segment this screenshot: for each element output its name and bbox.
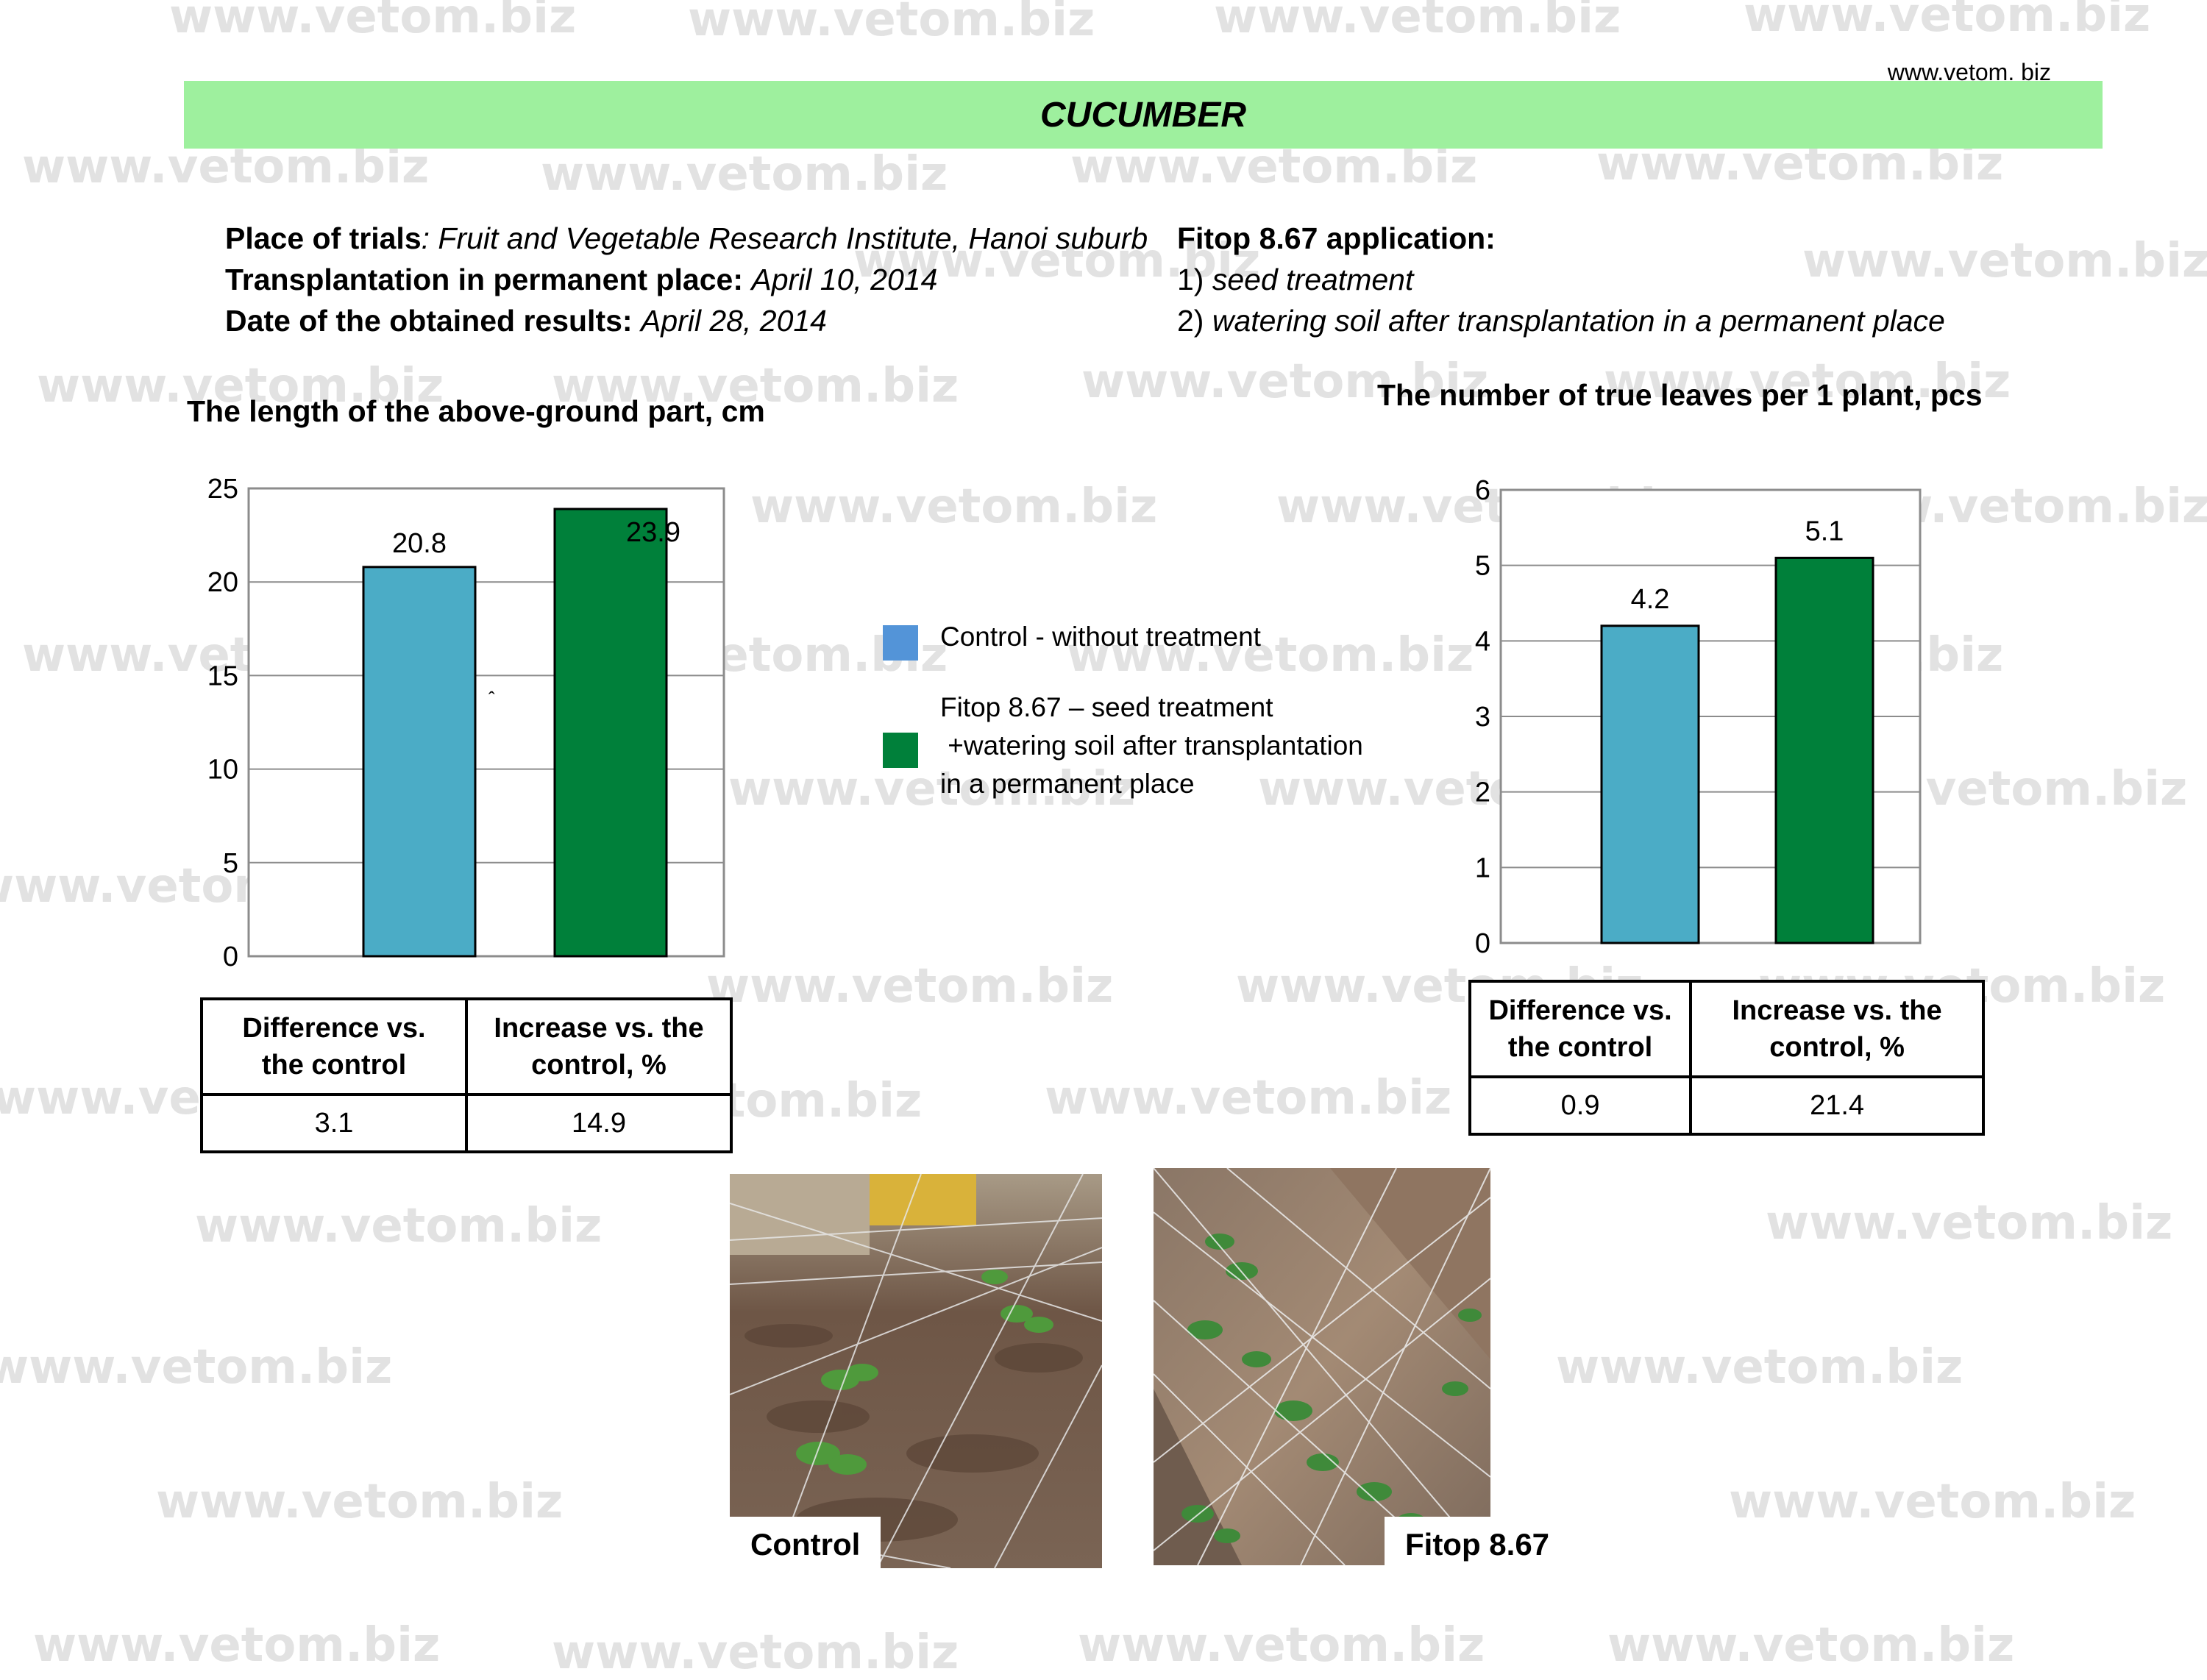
y-tick-label: 2	[1475, 777, 1490, 808]
table-header-row: Difference vs. the control Increase vs. t…	[200, 997, 733, 1096]
y-tick-label: 5	[1475, 551, 1490, 582]
table-header-increase: Increase vs. the control, %	[465, 997, 733, 1096]
control-photo-image	[730, 1174, 1102, 1568]
y-tick-label: 20	[207, 567, 238, 598]
page-title: CUCUMBER	[1040, 95, 1246, 135]
table-header-row: Difference vs. the control Increase vs. t…	[1468, 980, 1985, 1078]
fitop-photo-label: Fitop 8.67	[1385, 1517, 1571, 1573]
results-row: Date of the obtained results: April 28, …	[225, 300, 1152, 341]
place-value: : Fruit and Vegetable Research Institute…	[421, 221, 1148, 255]
legend-item-fitop: Fitop 8.67 – seed treatment +watering so…	[883, 688, 1363, 803]
difference-table-2: Difference vs. the control Increase vs. t…	[1468, 980, 1985, 1136]
y-tick-label: 0	[1475, 928, 1490, 959]
watermark: www.vetom.biz	[688, 0, 1095, 47]
control-photo-label: Control	[730, 1517, 881, 1573]
watermark: www.vetom.biz	[1607, 1618, 2015, 1673]
y-tick-label: 25	[207, 474, 238, 505]
table-cell-increase: 21.4	[1689, 1075, 1985, 1136]
table-row: 3.1 14.9	[200, 1093, 733, 1153]
table-header-difference: Difference vs. the control	[200, 997, 468, 1096]
bar	[362, 566, 477, 958]
watermark: www.vetom.biz	[33, 1618, 441, 1673]
watermark: www.vetom.biz	[1045, 1071, 1452, 1125]
legend-swatch-fitop	[883, 733, 918, 768]
legend-label-control: Control - without treatment	[940, 622, 1261, 652]
application-step-1: 1) seed treatment	[1177, 263, 1414, 296]
legend-label-fitop: Fitop 8.67 – seed treatment +watering so…	[940, 692, 1363, 799]
watermark: www.vetom.biz	[1556, 1340, 1963, 1395]
table-row: 0.9 21.4	[1468, 1075, 1985, 1136]
application-title: Fitop 8.67 application:	[1177, 221, 1496, 255]
data-label: 20.8	[392, 528, 447, 559]
trial-info: Place of trials: Fruit and Vegetable Res…	[225, 218, 1152, 341]
title-banner: CUCUMBER	[184, 81, 2103, 149]
table-header-increase: Increase vs. the control, %	[1689, 980, 1985, 1078]
data-label: 4.2	[1631, 584, 1670, 615]
table-cell-increase: 14.9	[465, 1093, 733, 1153]
watermark: www.vetom.biz	[706, 959, 1114, 1014]
watermark: www.vetom.biz	[1744, 0, 2151, 43]
watermark: www.vetom.biz	[541, 147, 948, 202]
y-tick-label: 3	[1475, 702, 1490, 733]
fitop-photo	[1154, 1168, 1490, 1565]
y-tick-label: 10	[207, 755, 238, 786]
watermark: www.vetom.biz	[1078, 1618, 1485, 1673]
watermark: www.vetom.biz	[156, 1475, 564, 1529]
bar	[553, 508, 668, 958]
watermark: www.vetom.biz	[195, 1199, 603, 1253]
chart-1: 0 5 10 15 20 25 20.8 23.9	[207, 474, 725, 972]
watermark: www.vetom.biz	[0, 1340, 393, 1395]
legend-item-control: Control - without treatment	[883, 618, 1261, 661]
watermark: www.vetom.biz	[552, 1626, 959, 1680]
watermark: www.vetom.biz	[169, 0, 577, 44]
y-tick-label: 5	[223, 848, 238, 879]
chart-1-title: The length of the above-ground part, cm	[187, 394, 765, 428]
transplant-row: Transplantation in permanent place: Apri…	[225, 259, 1152, 300]
y-tick-label: 1	[1475, 853, 1490, 883]
difference-table-1: Difference vs. the control Increase vs. t…	[200, 997, 733, 1153]
application-step-2: 2) watering soil after transplantation i…	[1177, 304, 1945, 338]
table-cell-difference: 3.1	[200, 1093, 468, 1153]
watermark: www.vetom.biz	[750, 480, 1158, 534]
table-cell-difference: 0.9	[1468, 1075, 1693, 1136]
legend-swatch-control	[883, 625, 918, 661]
place-row: Place of trials: Fruit and Vegetable Res…	[225, 218, 1152, 259]
y-tick-label: 6	[1475, 475, 1490, 506]
control-photo	[730, 1174, 1102, 1568]
watermark: www.vetom.biz	[1729, 1475, 2136, 1529]
transplant-value: April 10, 2014	[751, 263, 938, 296]
bar	[1774, 556, 1874, 944]
chart-2-title: The number of true leaves per 1 plant, p…	[1377, 378, 1983, 412]
transplant-label: Transplantation in permanent place:	[225, 263, 743, 296]
watermark: www.vetom.biz	[1766, 1196, 2173, 1250]
y-tick-label: 0	[223, 942, 238, 972]
place-label: Place of trials	[225, 221, 422, 255]
data-label: 23.9	[626, 517, 680, 548]
stray-mark: ˆ	[488, 688, 495, 710]
y-tick-label: 4	[1475, 626, 1490, 657]
results-value: April 28, 2014	[640, 304, 827, 338]
watermark: www.vetom.biz	[1214, 0, 1621, 44]
table-header-difference: Difference vs. the control	[1468, 980, 1693, 1078]
data-label: 5.1	[1805, 516, 1844, 547]
chart-2: 0 1 2 3 4 5 6 4.2 5.1	[1475, 475, 1922, 959]
fitop-photo-image	[1154, 1168, 1490, 1565]
bar	[1600, 624, 1700, 944]
application-info: Fitop 8.67 application: 1) seed treatmen…	[1177, 218, 2060, 341]
results-label: Date of the obtained results:	[225, 304, 633, 338]
y-tick-label: 15	[207, 661, 238, 691]
